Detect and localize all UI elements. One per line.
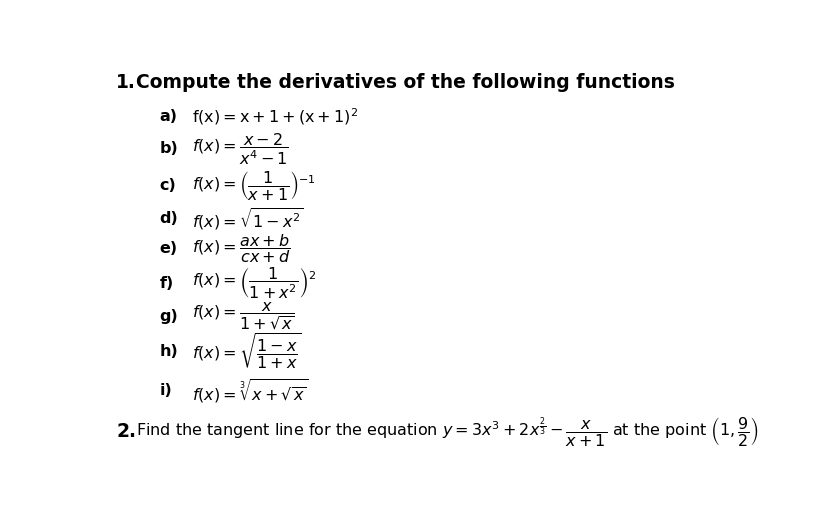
Text: 1.: 1. xyxy=(116,73,136,92)
Text: $f(x) = \left(\dfrac{1}{1+x^2}\right)^{2}$: $f(x) = \left(\dfrac{1}{1+x^2}\right)^{2… xyxy=(192,265,317,301)
Text: e): e) xyxy=(160,241,178,256)
Text: $f(x) = \dfrac{x-2}{x^4-1}$: $f(x) = \dfrac{x-2}{x^4-1}$ xyxy=(192,131,288,167)
Text: Compute the derivatives of the following functions: Compute the derivatives of the following… xyxy=(135,73,675,92)
Text: $f(x) = \sqrt{\dfrac{1-x}{1+x}}$: $f(x) = \sqrt{\dfrac{1-x}{1+x}}$ xyxy=(192,332,302,372)
Text: $f(x) = \dfrac{x}{1+\sqrt{x}}$: $f(x) = \dfrac{x}{1+\sqrt{x}}$ xyxy=(192,301,294,332)
Text: g): g) xyxy=(160,309,178,324)
Text: i): i) xyxy=(160,383,172,398)
Text: $\mathrm{f(x) = x + 1 + (x + 1)^2}$: $\mathrm{f(x) = x + 1 + (x + 1)^2}$ xyxy=(192,106,358,127)
Text: $f(x) = \left(\dfrac{1}{x+1}\right)^{-1}$: $f(x) = \left(\dfrac{1}{x+1}\right)^{-1}… xyxy=(192,169,316,202)
Text: d): d) xyxy=(160,211,178,227)
Text: h): h) xyxy=(160,344,178,359)
Text: f): f) xyxy=(160,276,174,291)
Text: $f(x) = \sqrt{1-x^2}$: $f(x) = \sqrt{1-x^2}$ xyxy=(192,206,303,232)
Text: a): a) xyxy=(160,109,177,124)
Text: $\text{Find the tangent line for the equation } y = 3x^3 + 2x^{\frac{2}{3}} - \d: $\text{Find the tangent line for the equ… xyxy=(135,415,758,448)
Text: $f(x) = \sqrt[3]{x+\sqrt{x}}$: $f(x) = \sqrt[3]{x+\sqrt{x}}$ xyxy=(192,377,308,405)
Text: $f(x) = \dfrac{ax+b}{cx+d}$: $f(x) = \dfrac{ax+b}{cx+d}$ xyxy=(192,232,290,265)
Text: b): b) xyxy=(160,141,178,156)
Text: c): c) xyxy=(160,178,176,193)
Text: 2.: 2. xyxy=(116,422,136,441)
